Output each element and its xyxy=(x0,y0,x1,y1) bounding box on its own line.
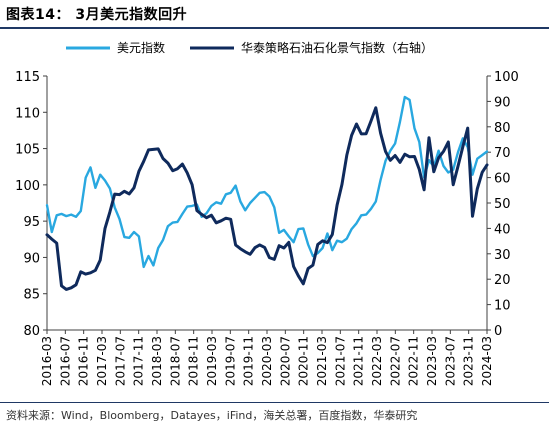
y-tick-label-left: 105 xyxy=(15,143,40,158)
y-tick-label-left: 100 xyxy=(15,179,40,194)
legend: 美元指数 华泰策略石油石化景气指数（右轴） xyxy=(66,40,433,55)
chart-svg: 美元指数 华泰策略石油石化景气指数（右轴） 808590951001051101… xyxy=(15,40,519,386)
x-tick-label: 2017-07 xyxy=(113,336,127,386)
y-tick-label-left: 110 xyxy=(15,106,40,121)
x-tick-label: 2018-03 xyxy=(150,336,164,386)
source-note: 资料来源：Wind，Bloomberg，Datayes，iFind，海关总署，百… xyxy=(6,409,418,422)
y-tick-label-right: 100 xyxy=(494,70,519,85)
y-tick-label-right: 90 xyxy=(494,95,511,110)
x-tick-label: 2020-11 xyxy=(297,336,311,386)
series-line-petro-index xyxy=(45,106,489,291)
x-tick-label: 2018-11 xyxy=(187,336,201,386)
y-tick-label-right: 60 xyxy=(494,172,511,187)
y-tick-label-right: 10 xyxy=(494,299,511,314)
series-line-usd-index xyxy=(45,95,489,269)
y-tick-label-right: 50 xyxy=(494,197,511,212)
x-tick-label: 2016-07 xyxy=(58,336,72,386)
y-tick-label-right: 70 xyxy=(494,146,511,161)
x-tick-label: 2023-03 xyxy=(425,336,439,386)
x-tick-label: 2019-07 xyxy=(223,336,237,386)
x-tick-label: 2022-11 xyxy=(407,336,421,386)
x-tick-label: 2019-03 xyxy=(205,336,219,386)
y-tick-label-right: 30 xyxy=(494,248,511,263)
y-tick-label-right: 0 xyxy=(494,324,502,339)
axes: 80 85 90 95 100 105 110 115 0 10 20 30 40 50 60 70 80 90 1… xyxy=(15,70,519,386)
source-divider xyxy=(0,402,549,403)
x-tick-label: 2022-07 xyxy=(388,336,402,386)
y-tick-label-left: 85 xyxy=(23,288,40,303)
y-tick-label-left: 80 xyxy=(23,324,40,339)
x-tick-label: 2016-03 xyxy=(40,336,54,386)
y-tick-label-left: 95 xyxy=(23,215,40,230)
title-divider xyxy=(0,27,549,29)
x-tick-label: 2018-07 xyxy=(168,336,182,386)
x-tick-label: 2017-03 xyxy=(95,336,109,386)
x-tick-label: 2024-03 xyxy=(480,336,494,386)
x-tick-label: 2021-11 xyxy=(352,336,366,386)
y-tick-label-right: 80 xyxy=(494,121,511,136)
y-tick-label-right: 20 xyxy=(494,273,511,288)
x-tick-label: 2019-11 xyxy=(242,336,256,386)
x-tick-label: 2020-07 xyxy=(278,336,292,386)
legend-label-usd-index: 美元指数 xyxy=(117,40,165,55)
x-tick-label: 2021-03 xyxy=(315,336,329,386)
x-tick-label: 2023-07 xyxy=(443,336,457,386)
series-layer xyxy=(45,95,489,291)
x-tick-label: 2022-03 xyxy=(370,336,384,386)
y-tick-label-left: 115 xyxy=(15,70,40,85)
x-tick-label: 2023-11 xyxy=(462,336,476,386)
legend-label-petro-index: 华泰策略石油石化景气指数（右轴） xyxy=(241,40,433,55)
y-tick-label-left: 90 xyxy=(23,251,40,266)
x-tick-label: 2020-03 xyxy=(260,336,274,386)
y-tick-label-right: 40 xyxy=(494,222,511,237)
x-tick-label: 2021-07 xyxy=(333,336,347,386)
x-tick-label: 2016-11 xyxy=(77,336,91,386)
x-tick-label: 2017-11 xyxy=(132,336,146,386)
figure-title: 图表14： 3月美元指数回升 xyxy=(6,7,188,23)
